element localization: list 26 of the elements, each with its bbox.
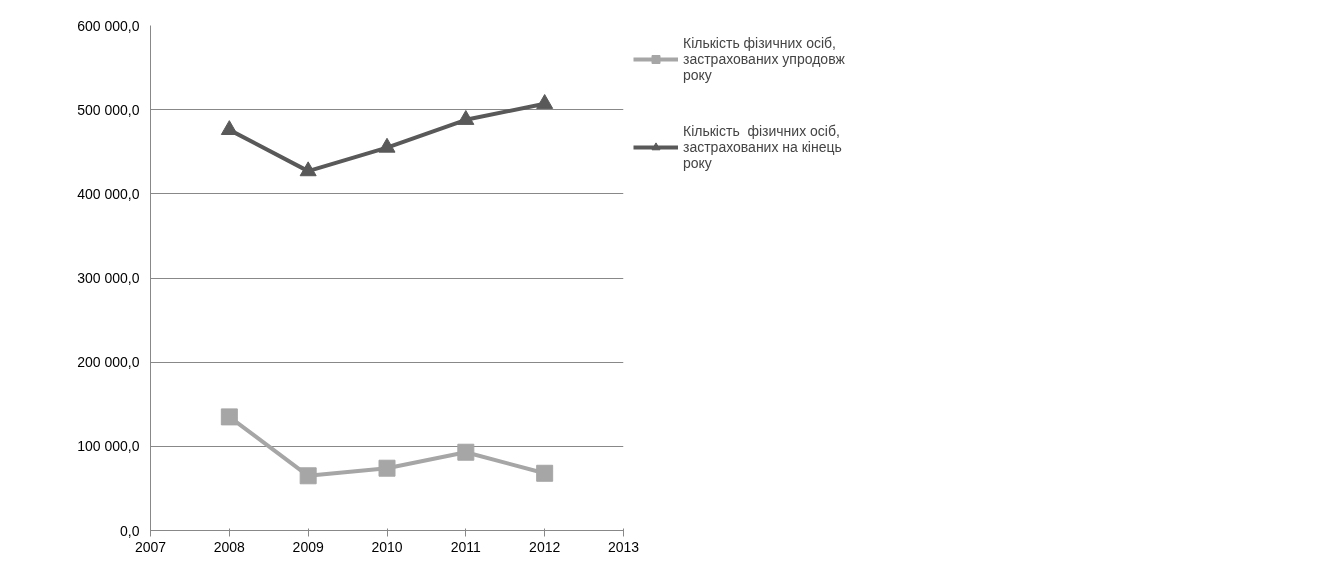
- legend-label: Кількість фізичних осіб, застрахованих на кінець року: [683, 123, 842, 171]
- x-tick-label: 2010: [371, 538, 403, 555]
- x-tick-label: 2012: [529, 538, 561, 555]
- x-tick-label: 2007: [134, 538, 167, 555]
- y-tick-label: 600 000,0: [77, 17, 140, 34]
- x-tick-label: 2011: [450, 538, 482, 555]
- y-tick-label: 100 000,0: [77, 438, 140, 455]
- x-tick-label: 2013: [607, 538, 640, 555]
- y-tick-label: 0,0: [120, 522, 140, 539]
- x-tick-label: 2008: [213, 538, 246, 555]
- point: [536, 94, 554, 109]
- legend-label: Кількість фізичних осіб, застрахованих упродовж року: [683, 35, 845, 83]
- point: [457, 443, 475, 461]
- y-tick-label: 500 000,0: [77, 101, 140, 118]
- y-tick-label: 300 000,0: [77, 270, 140, 286]
- point: [220, 408, 238, 426]
- point: [378, 137, 396, 153]
- y-tick-label: 400 000,0: [77, 185, 140, 202]
- point: [378, 459, 396, 477]
- point: [299, 467, 317, 485]
- x-tick-label: 2009: [292, 538, 324, 555]
- point: [299, 161, 317, 177]
- point: [536, 464, 554, 482]
- point: [220, 120, 238, 135]
- y-tick-label: 200 000,0: [77, 354, 140, 371]
- point: [457, 110, 475, 125]
